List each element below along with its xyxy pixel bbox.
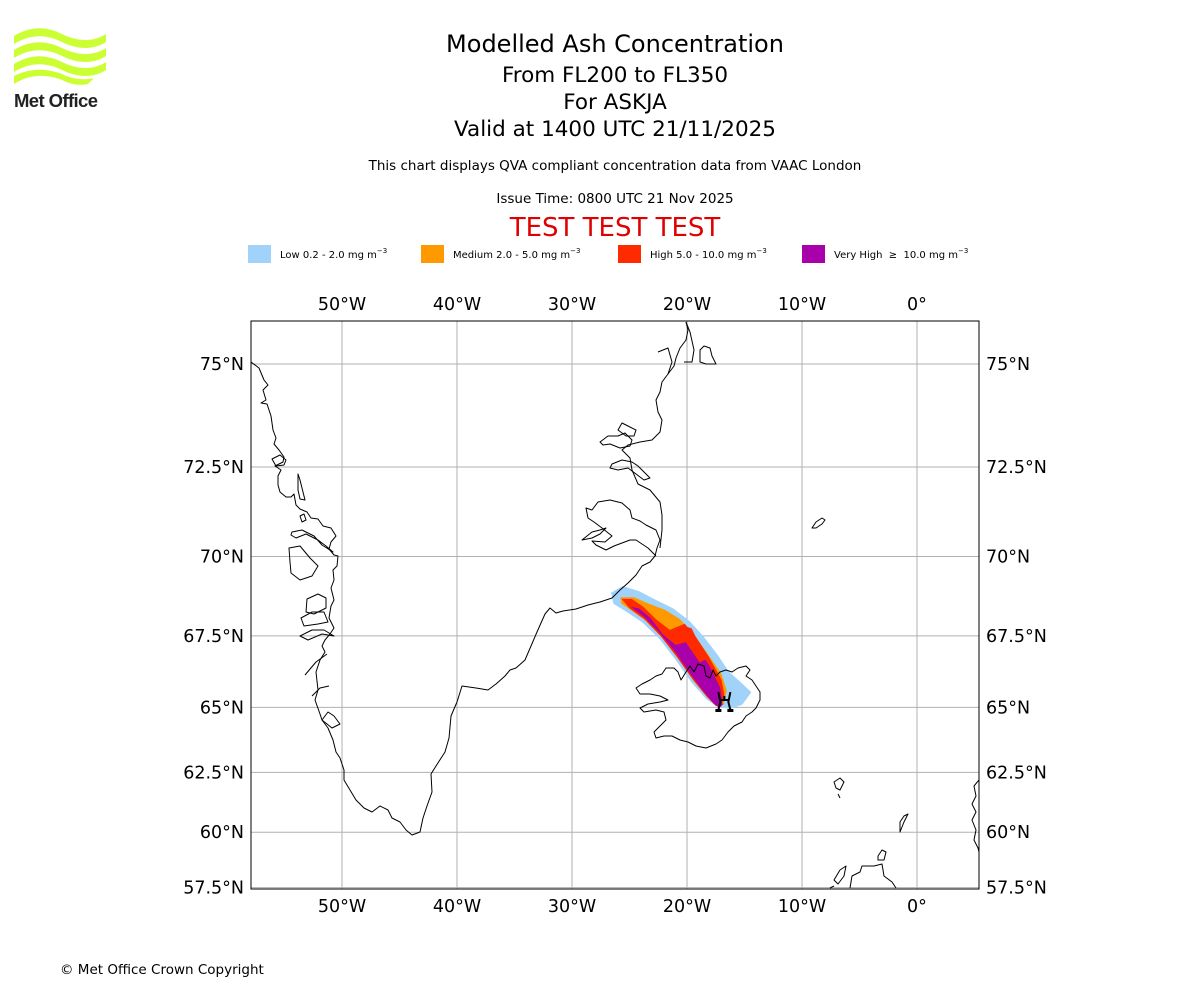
coastline-greenland-west-island — [305, 593, 327, 615]
lon-tick-label-top: 40°W — [433, 295, 481, 315]
coastline-greenland-east — [585, 321, 689, 557]
met-office-logo: Met Office — [14, 28, 110, 114]
legend-swatch-high — [618, 244, 641, 263]
coastline-jan-mayen — [811, 517, 826, 529]
lat-tick-label-right: 75°N — [986, 355, 1030, 375]
lon-tick-label-bottom: 50°W — [318, 897, 366, 917]
lat-tick-label-left: 72.5°N — [183, 458, 244, 478]
coastline-shetland — [899, 813, 909, 833]
lon-tick-label-top: 50°W — [318, 295, 366, 315]
gridlines — [251, 321, 979, 889]
copyright-footer: © Met Office Crown Copyright — [60, 962, 264, 978]
coastline-norway — [971, 779, 979, 853]
lon-tick-label-top: 10°W — [778, 295, 826, 315]
axis-ticks: 50°W 50°W 40°W 40°W 30°W 30°W 20°W 20°W 10°W 10°W… — [183, 295, 1047, 917]
lon-tick-label-bottom: 10°W — [778, 897, 826, 917]
volcano-icon — [715, 691, 734, 713]
coastline-scotland — [849, 863, 897, 889]
lat-tick-label-left: 67.5°N — [183, 627, 244, 647]
coastlines — [251, 321, 979, 889]
legend-label-very-high: Very High ≥ 10.0 mg m−3 — [834, 246, 969, 261]
lat-tick-label-right: 65°N — [986, 698, 1030, 718]
lon-tick-label-bottom: 0° — [907, 897, 927, 917]
coastline-greenland-east-fjord — [581, 527, 607, 541]
coastline-greenland-east-fjord — [657, 321, 695, 375]
coastline-greenland-west-island — [290, 529, 334, 553]
lat-tick-label-left: 62.5°N — [183, 763, 244, 783]
lat-tick-label-right: 72.5°N — [986, 458, 1047, 478]
coastline-greenland-west — [251, 361, 658, 836]
lat-tick-label-left: 57.5°N — [183, 879, 244, 899]
coastline-greenland-west-island — [288, 545, 319, 581]
coastline-greenland-west-island — [271, 454, 287, 467]
coastline-greenland-west-island — [299, 513, 307, 523]
plot-frame — [250, 320, 980, 890]
coastline-greenland-west-island — [300, 611, 329, 627]
lon-tick-label-top: 30°W — [548, 295, 596, 315]
lat-tick-label-right: 60°N — [986, 823, 1030, 843]
lon-tick-label-bottom: 40°W — [433, 897, 481, 917]
legend-swatch-medium — [421, 244, 444, 263]
ash-area-very-high — [630, 606, 723, 708]
lat-tick-label-left: 75°N — [200, 355, 244, 375]
lon-tick-label-bottom: 30°W — [548, 897, 596, 917]
coastline-greenland-east-fjord — [599, 432, 633, 449]
lon-tick-label-top: 0° — [907, 295, 927, 315]
coastline-faroe-islands — [833, 777, 845, 799]
legend-item-high: High 5.0 - 10.0 mg m−3 — [618, 244, 767, 263]
coastline-greenland-west-fjord — [304, 653, 328, 676]
ash-concentration-layer — [611, 586, 752, 709]
legend-label-medium: Medium 2.0 - 5.0 mg m−3 — [453, 246, 581, 261]
coastline-greenland-west-island — [299, 629, 335, 641]
coastline-greenland-west-fjord — [311, 685, 330, 697]
lat-tick-label-right: 62.5°N — [986, 763, 1047, 783]
lat-tick-label-left: 70°N — [200, 548, 244, 568]
volcano-name-line: For ASKJA — [563, 90, 667, 115]
chart-title: Modelled Ash Concentration — [446, 30, 784, 58]
lat-tick-label-left: 65°N — [200, 698, 244, 718]
lon-tick-label-top: 20°W — [663, 295, 711, 315]
lat-tick-label-right: 70°N — [986, 548, 1030, 568]
compliance-note: This chart displays QVA compliant concen… — [368, 158, 862, 174]
coastline-greenland-east-fjord — [617, 422, 637, 437]
coastline-greenland-west-island — [321, 711, 341, 729]
volcano-marker — [715, 691, 734, 713]
logo-text: Met Office — [14, 90, 98, 111]
legend-item-very-high: Very High ≥ 10.0 mg m−3 — [802, 244, 968, 263]
legend-label-high: High 5.0 - 10.0 mg m−3 — [650, 246, 767, 261]
legend-swatch-very-high — [802, 244, 825, 263]
valid-time: Valid at 1400 UTC 21/11/2025 — [453, 117, 776, 142]
ash-area-high-core — [682, 625, 706, 663]
lat-tick-label-right: 57.5°N — [986, 879, 1047, 899]
lat-tick-label-left: 60°N — [200, 823, 244, 843]
flight-level-range: From FL200 to FL350 — [501, 63, 729, 88]
legend-swatch-low — [248, 244, 271, 263]
legend-item-medium: Medium 2.0 - 5.0 mg m−3 — [421, 244, 580, 263]
test-banner: TEST TEST TEST — [509, 213, 721, 243]
coastline-iceland — [635, 663, 761, 749]
lon-tick-label-bottom: 20°W — [663, 897, 711, 917]
met-office-waves-icon — [14, 28, 106, 85]
lat-tick-label-right: 67.5°N — [986, 627, 1047, 647]
legend-item-low: Low 0.2 - 2.0 mg m−3 — [248, 244, 387, 263]
coastline-island-ne — [699, 345, 717, 365]
coastline-greenland-west-island — [297, 473, 306, 501]
coastline-hebrides — [829, 865, 847, 889]
issue-time: Issue Time: 0800 UTC 21 Nov 2025 — [496, 191, 734, 207]
coastline-orkney — [877, 849, 887, 861]
legend-label-low: Low 0.2 - 2.0 mg m−3 — [280, 246, 388, 261]
coastline-greenland-east-fjord — [609, 459, 651, 481]
